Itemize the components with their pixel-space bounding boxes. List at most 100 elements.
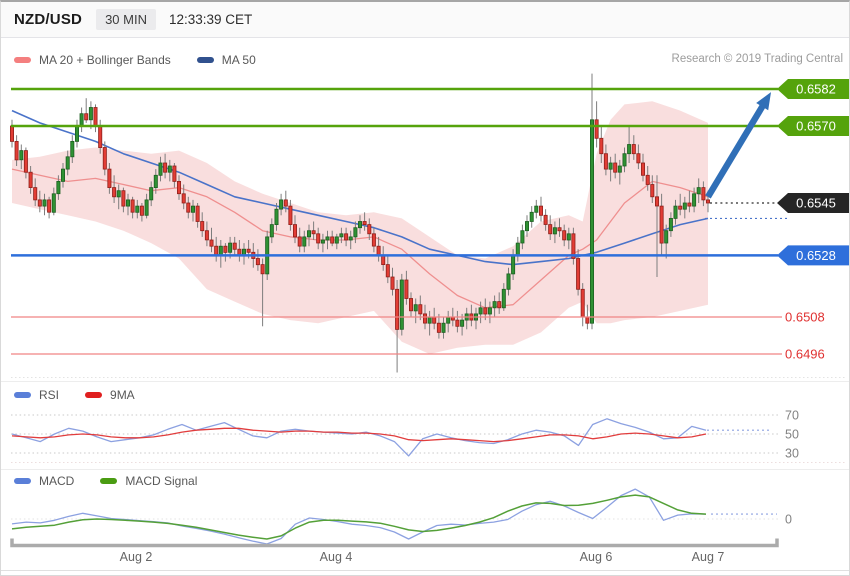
candle-body xyxy=(460,319,465,327)
price-tag-label: 0.6570 xyxy=(796,118,836,133)
candle-body xyxy=(232,242,237,250)
candle-body xyxy=(302,236,307,247)
candle-body xyxy=(47,199,52,213)
macd-swatch xyxy=(14,478,31,484)
candle-body xyxy=(413,304,418,312)
candle-body xyxy=(223,245,228,253)
x-axis-bracket xyxy=(10,538,779,548)
candle-body xyxy=(525,221,530,232)
candle-body xyxy=(682,202,687,210)
candle-body xyxy=(543,214,548,225)
candle-body xyxy=(645,174,650,185)
candle-body xyxy=(515,242,520,256)
candle-body xyxy=(116,190,121,198)
candle-body xyxy=(93,107,98,127)
candle-body xyxy=(534,205,539,213)
candle-body xyxy=(260,264,265,275)
price-tag xyxy=(777,79,849,99)
candle-body xyxy=(441,322,446,333)
candle-body xyxy=(61,168,66,182)
candle-body xyxy=(334,236,339,244)
candle-body xyxy=(42,199,47,207)
candle-body xyxy=(320,239,325,244)
candle-body xyxy=(255,258,260,266)
candle-body xyxy=(112,187,117,198)
main-legend: MA 20 + Bollinger Bands MA 50 xyxy=(14,53,282,67)
rsi-tick-label: 30 xyxy=(785,447,799,461)
candle-body xyxy=(37,199,42,207)
candle-body xyxy=(65,156,70,170)
candle-body xyxy=(692,193,697,207)
forecast-arrow-head xyxy=(756,92,771,111)
candle-body xyxy=(501,288,506,309)
candle-body xyxy=(348,236,353,241)
x-axis-label: Aug 7 xyxy=(692,550,725,564)
candle-body xyxy=(79,113,84,127)
candle-body xyxy=(181,193,186,204)
candle-body xyxy=(483,307,488,315)
candle-body xyxy=(190,205,195,213)
rsi-legend: RSI 9MA xyxy=(14,388,161,402)
candle-body xyxy=(696,187,701,195)
candle-body xyxy=(408,298,413,312)
candle-body xyxy=(88,107,93,121)
candle-body xyxy=(432,316,437,324)
rsi-label: RSI xyxy=(39,388,60,402)
candle-body xyxy=(497,301,502,309)
candle-body xyxy=(552,227,557,235)
candle-body xyxy=(399,279,404,330)
candle-body xyxy=(487,307,492,315)
candle-body xyxy=(390,276,395,290)
candle-body xyxy=(492,301,497,309)
candle-body xyxy=(204,230,209,241)
candle-body xyxy=(422,313,427,324)
candle-body xyxy=(520,230,525,244)
price-tag-label: 0.6545 xyxy=(796,196,836,211)
macd-zero-label: 0 xyxy=(785,513,792,527)
candle-body xyxy=(608,162,613,170)
candle-body xyxy=(126,199,131,207)
candle-body xyxy=(636,153,641,164)
candle-body xyxy=(650,184,655,198)
candle-body xyxy=(539,205,544,216)
candle-body xyxy=(107,168,112,189)
rsi-9ma-swatch xyxy=(85,392,103,398)
candle-body xyxy=(376,245,381,256)
price-tag xyxy=(777,245,849,266)
candle-body xyxy=(566,233,571,241)
macd-label: MACD xyxy=(39,474,75,488)
research-copyright: Research © 2019 Trading Central xyxy=(671,53,843,65)
candle-body xyxy=(186,202,191,213)
candle-body xyxy=(228,242,233,253)
candle-body xyxy=(613,162,618,173)
candle-body xyxy=(576,258,581,290)
candle-body xyxy=(655,196,660,207)
candle-body xyxy=(279,199,284,210)
x-axis-label: Aug 2 xyxy=(120,550,153,564)
candle-body xyxy=(292,224,297,238)
candle-body xyxy=(195,205,200,222)
candle-body xyxy=(139,205,144,216)
candle-body xyxy=(311,230,316,235)
clock-time: 12:33:39 CET xyxy=(168,12,253,27)
candle-body xyxy=(446,316,451,324)
candle-body xyxy=(14,140,19,161)
candle-body xyxy=(659,205,664,244)
candle-body xyxy=(427,316,432,324)
candle-body xyxy=(306,230,311,238)
symbol-title: NZD/USD xyxy=(14,11,83,28)
candle-body xyxy=(135,205,140,213)
candle-body xyxy=(75,125,80,142)
candles xyxy=(9,73,711,373)
candle-body xyxy=(381,254,386,265)
macd-signal-label: MACD Signal xyxy=(125,474,198,488)
candle-body xyxy=(353,227,358,238)
candle-body xyxy=(70,140,75,158)
ma50-label: MA 50 xyxy=(221,53,256,67)
candle-body xyxy=(297,236,302,247)
candle-body xyxy=(371,233,376,247)
x-axis-label: Aug 4 xyxy=(320,550,353,564)
macd-signal-swatch xyxy=(100,478,118,484)
